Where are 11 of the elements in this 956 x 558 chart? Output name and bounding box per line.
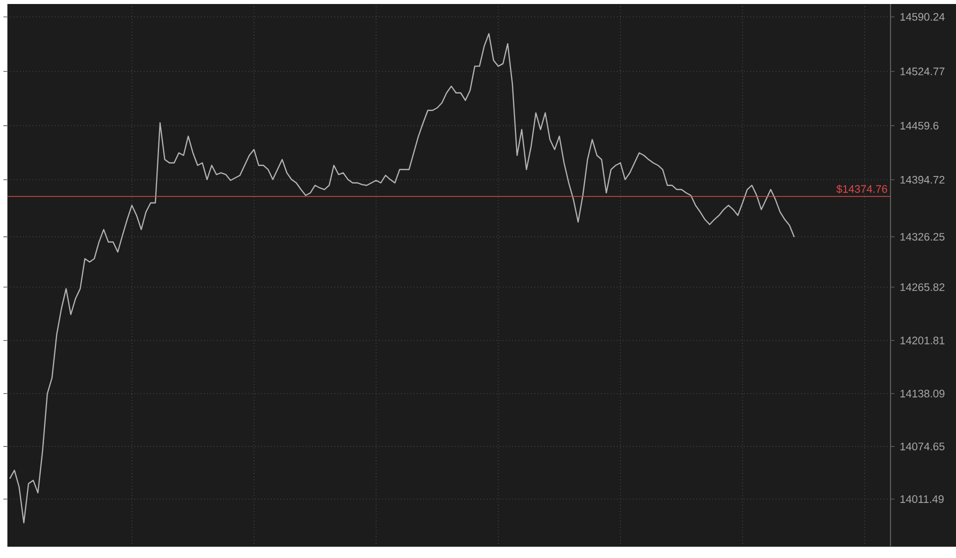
y-tick-label: 14590.24 [900, 12, 945, 21]
y-tick-label: 14459.6 [900, 122, 938, 130]
y-tick-label: 14326.25 [900, 232, 944, 241]
y-tick-label: 14265.82 [900, 283, 944, 291]
y-tick-label: 14394.72 [900, 176, 944, 184]
y-tick-label: 14201.81 [900, 336, 944, 344]
y-tick-label: 14011.49 [900, 495, 944, 503]
ref-line-label: $14374.76 [836, 184, 888, 194]
y-tick-label: 14074.65 [900, 442, 944, 450]
y-tick-label: 14138.09 [900, 390, 944, 398]
y-tick-label: 14524.77 [900, 67, 944, 76]
